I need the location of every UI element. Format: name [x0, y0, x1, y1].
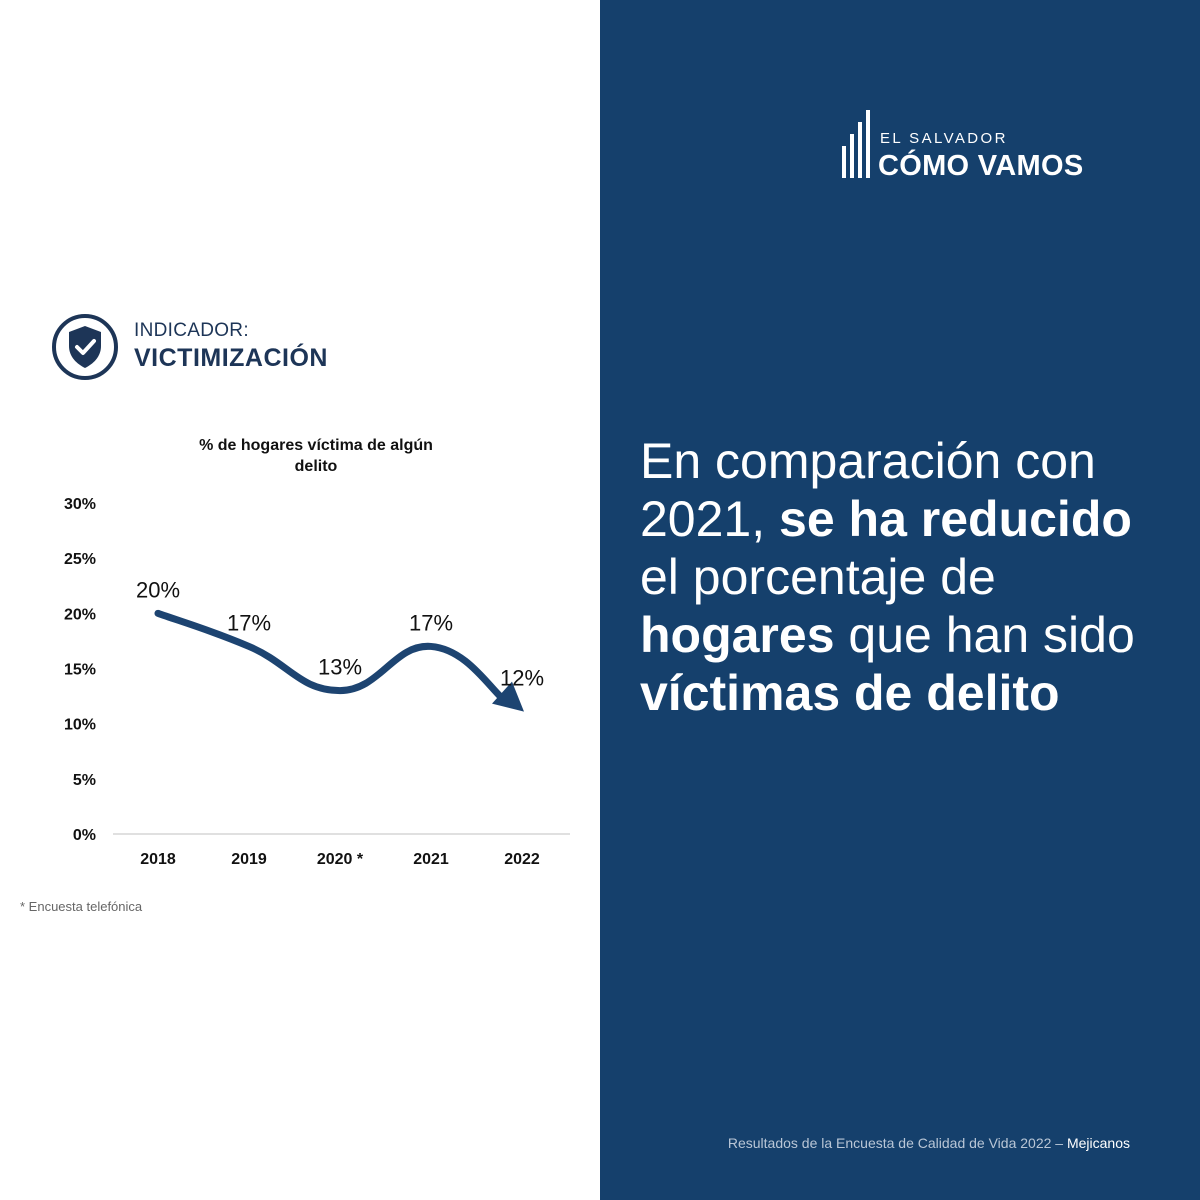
headline: En comparación con 2021, se ha reducido …: [640, 432, 1160, 722]
y-tick-label: 15%: [64, 662, 96, 679]
data-label: 17%: [227, 610, 271, 635]
shield-check-icon: [50, 312, 120, 382]
x-tick-label: 2019: [231, 851, 267, 868]
y-tick-label: 25%: [64, 551, 96, 568]
headline-part-0: En comparación con 2021,: [640, 433, 1096, 547]
chart-title-line: delito: [295, 458, 338, 475]
chart-title: % de hogares víctima de algún delito: [199, 437, 433, 475]
x-tick-label: 2018: [140, 851, 176, 868]
brand-logo: EL SALVADOR CÓMO VAMOS: [840, 108, 1120, 188]
logo-main-text: CÓMO VAMOS: [878, 150, 1084, 182]
data-label: 12%: [500, 666, 544, 691]
data-label: 17%: [409, 610, 453, 635]
chart-title-line: % de hogares víctima de algún: [199, 437, 433, 454]
x-tick-label: 2020 *: [317, 851, 364, 868]
victimization-chart: % de hogares víctima de algún delito 0% 5%…: [64, 437, 570, 868]
indicator-title: VICTIMIZACIÓN: [134, 344, 328, 372]
y-tick-label: 10%: [64, 717, 96, 734]
source-line: Resultados de la Encuesta de Calidad de …: [600, 1135, 1130, 1151]
y-tick-label: 20%: [64, 606, 96, 623]
y-axis: 0% 5% 10% 15% 20% 25% 30%: [64, 496, 96, 844]
indicator-label: INDICADOR:: [134, 320, 249, 341]
source-place: Mejicanos: [1066, 1135, 1130, 1151]
bars-logo-icon: [842, 110, 870, 178]
chart-footnote: * Encuesta telefónica: [20, 899, 143, 914]
right-panel: [600, 0, 1200, 1200]
logo-top-text: EL SALVADOR: [880, 130, 1008, 147]
series-line: [154, 609, 512, 708]
y-tick-label: 5%: [73, 772, 96, 789]
left-panel: INDICADOR: VICTIMIZACIÓN % de hogares ví…: [20, 312, 570, 914]
data-labels: 20% 17% 13% 17% 12%: [136, 577, 544, 690]
data-label: 13%: [318, 655, 362, 680]
x-tick-label: 2022: [504, 851, 540, 868]
indicator-header: INDICADOR: VICTIMIZACIÓN: [50, 312, 470, 382]
data-label: 20%: [136, 577, 180, 602]
headline-part-4: que han sido: [834, 607, 1135, 663]
series-arrowhead: [492, 681, 524, 712]
source-text: Resultados de la Encuesta de Calidad de …: [727, 1135, 1067, 1151]
headline-part-2: el porcentaje de: [640, 549, 996, 605]
y-tick-label: 30%: [64, 496, 96, 513]
y-tick-label: 0%: [73, 827, 96, 844]
headline-part-1: se ha reducido: [779, 491, 1132, 547]
x-axis: 2018 2019 2020 * 2021 2022: [140, 851, 540, 868]
x-tick-label: 2021: [413, 851, 449, 868]
headline-part-3: hogares: [640, 607, 835, 663]
headline-part-5: víctimas de delito: [640, 665, 1060, 721]
